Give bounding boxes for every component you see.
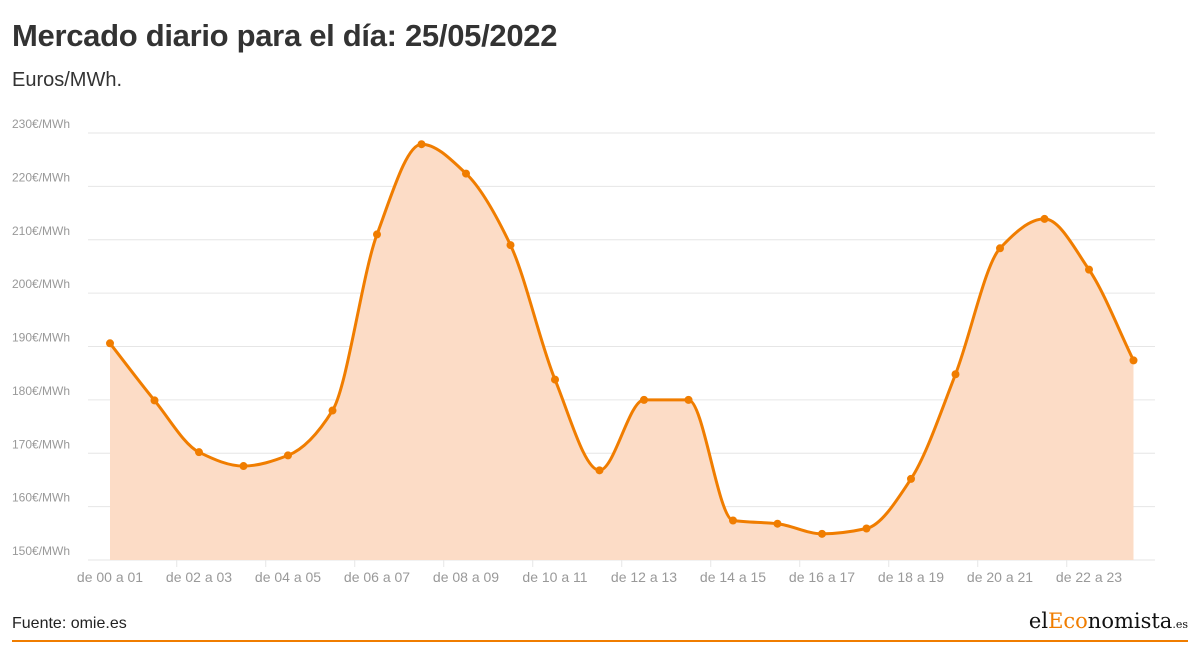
y-tick-label: 210€/MWh [12,224,70,238]
price-line [108,142,1135,536]
x-tick-label: de 04 a 05 [255,569,321,585]
data-point[interactable] [284,451,292,460]
y-tick-label: 220€/MWh [12,170,70,184]
y-tick-label: 170€/MWh [12,437,70,451]
x-tick-label: de 06 a 07 [344,569,410,585]
x-tick-label: de 18 a 19 [878,569,944,585]
x-tick-label: de 14 a 15 [700,569,766,585]
data-point[interactable] [684,395,693,404]
data-point[interactable] [328,406,337,415]
x-tick-label: de 02 a 03 [166,569,232,585]
y-tick-label: 160€/MWh [12,491,70,505]
data-point[interactable] [907,474,915,483]
footer-divider [12,640,1188,642]
data-point[interactable] [595,466,604,475]
y-tick-label: 190€/MWh [12,331,70,345]
data-point[interactable] [951,370,960,379]
y-axis-ticks: 150€/MWh 160€/MWh 170€/MWh 180€/MWh 190€/MWh… [12,117,70,558]
x-tick-label: de 00 a 01 [77,569,143,585]
price-chart: 150€/MWh 160€/MWh 170€/MWh 180€/MWh 190€/MWh… [12,117,1155,585]
x-tick-label: de 10 a 11 [522,569,587,585]
data-point[interactable] [1129,356,1138,365]
data-point[interactable] [373,230,381,239]
data-point[interactable] [417,140,426,149]
x-tick-label: de 22 a 23 [1056,569,1122,585]
data-point[interactable] [1040,214,1049,223]
y-tick-label: 150€/MWh [12,544,70,558]
data-point[interactable] [729,516,737,525]
logo-part-eco: Eco [1048,609,1088,633]
data-point[interactable] [773,519,782,528]
logo-suffix: .es [1172,618,1188,631]
data-point[interactable] [506,241,515,250]
source-note: Fuente: omie.es [12,615,127,632]
x-tick-label: de 16 a 17 [789,569,855,585]
data-point[interactable] [640,395,648,404]
data-point[interactable] [1085,265,1093,274]
logo-part-el: el [1028,609,1049,633]
logo-part-nomista: nomista [1087,609,1173,633]
data-points [106,140,1138,538]
chart-title: Mercado diario para el día: 25/05/2022 [12,18,558,53]
x-axis-ticks: de 00 a 01 de 02 a 03 de 04 a 05 de 06 a 07… [77,560,1122,585]
x-tick-label: de 12 a 13 [611,569,677,585]
y-tick-label: 230€/MWh [12,117,70,131]
data-point[interactable] [551,375,559,384]
brand-logo[interactable]: elEconomista.es [1029,609,1188,633]
data-point[interactable] [195,448,203,457]
data-point[interactable] [239,462,248,471]
y-tick-label: 200€/MWh [12,277,70,291]
data-point[interactable] [996,244,1004,253]
data-point[interactable] [106,339,114,348]
data-point[interactable] [818,529,826,538]
data-point[interactable] [150,396,159,405]
x-tick-label: de 20 a 21 [967,569,1033,585]
x-tick-label: de 08 a 09 [433,569,499,585]
chart-subtitle: Euros/MWh. [12,69,123,91]
data-point[interactable] [462,169,470,178]
y-tick-label: 180€/MWh [12,384,70,398]
data-point[interactable] [862,524,871,533]
price-area [110,144,1134,561]
